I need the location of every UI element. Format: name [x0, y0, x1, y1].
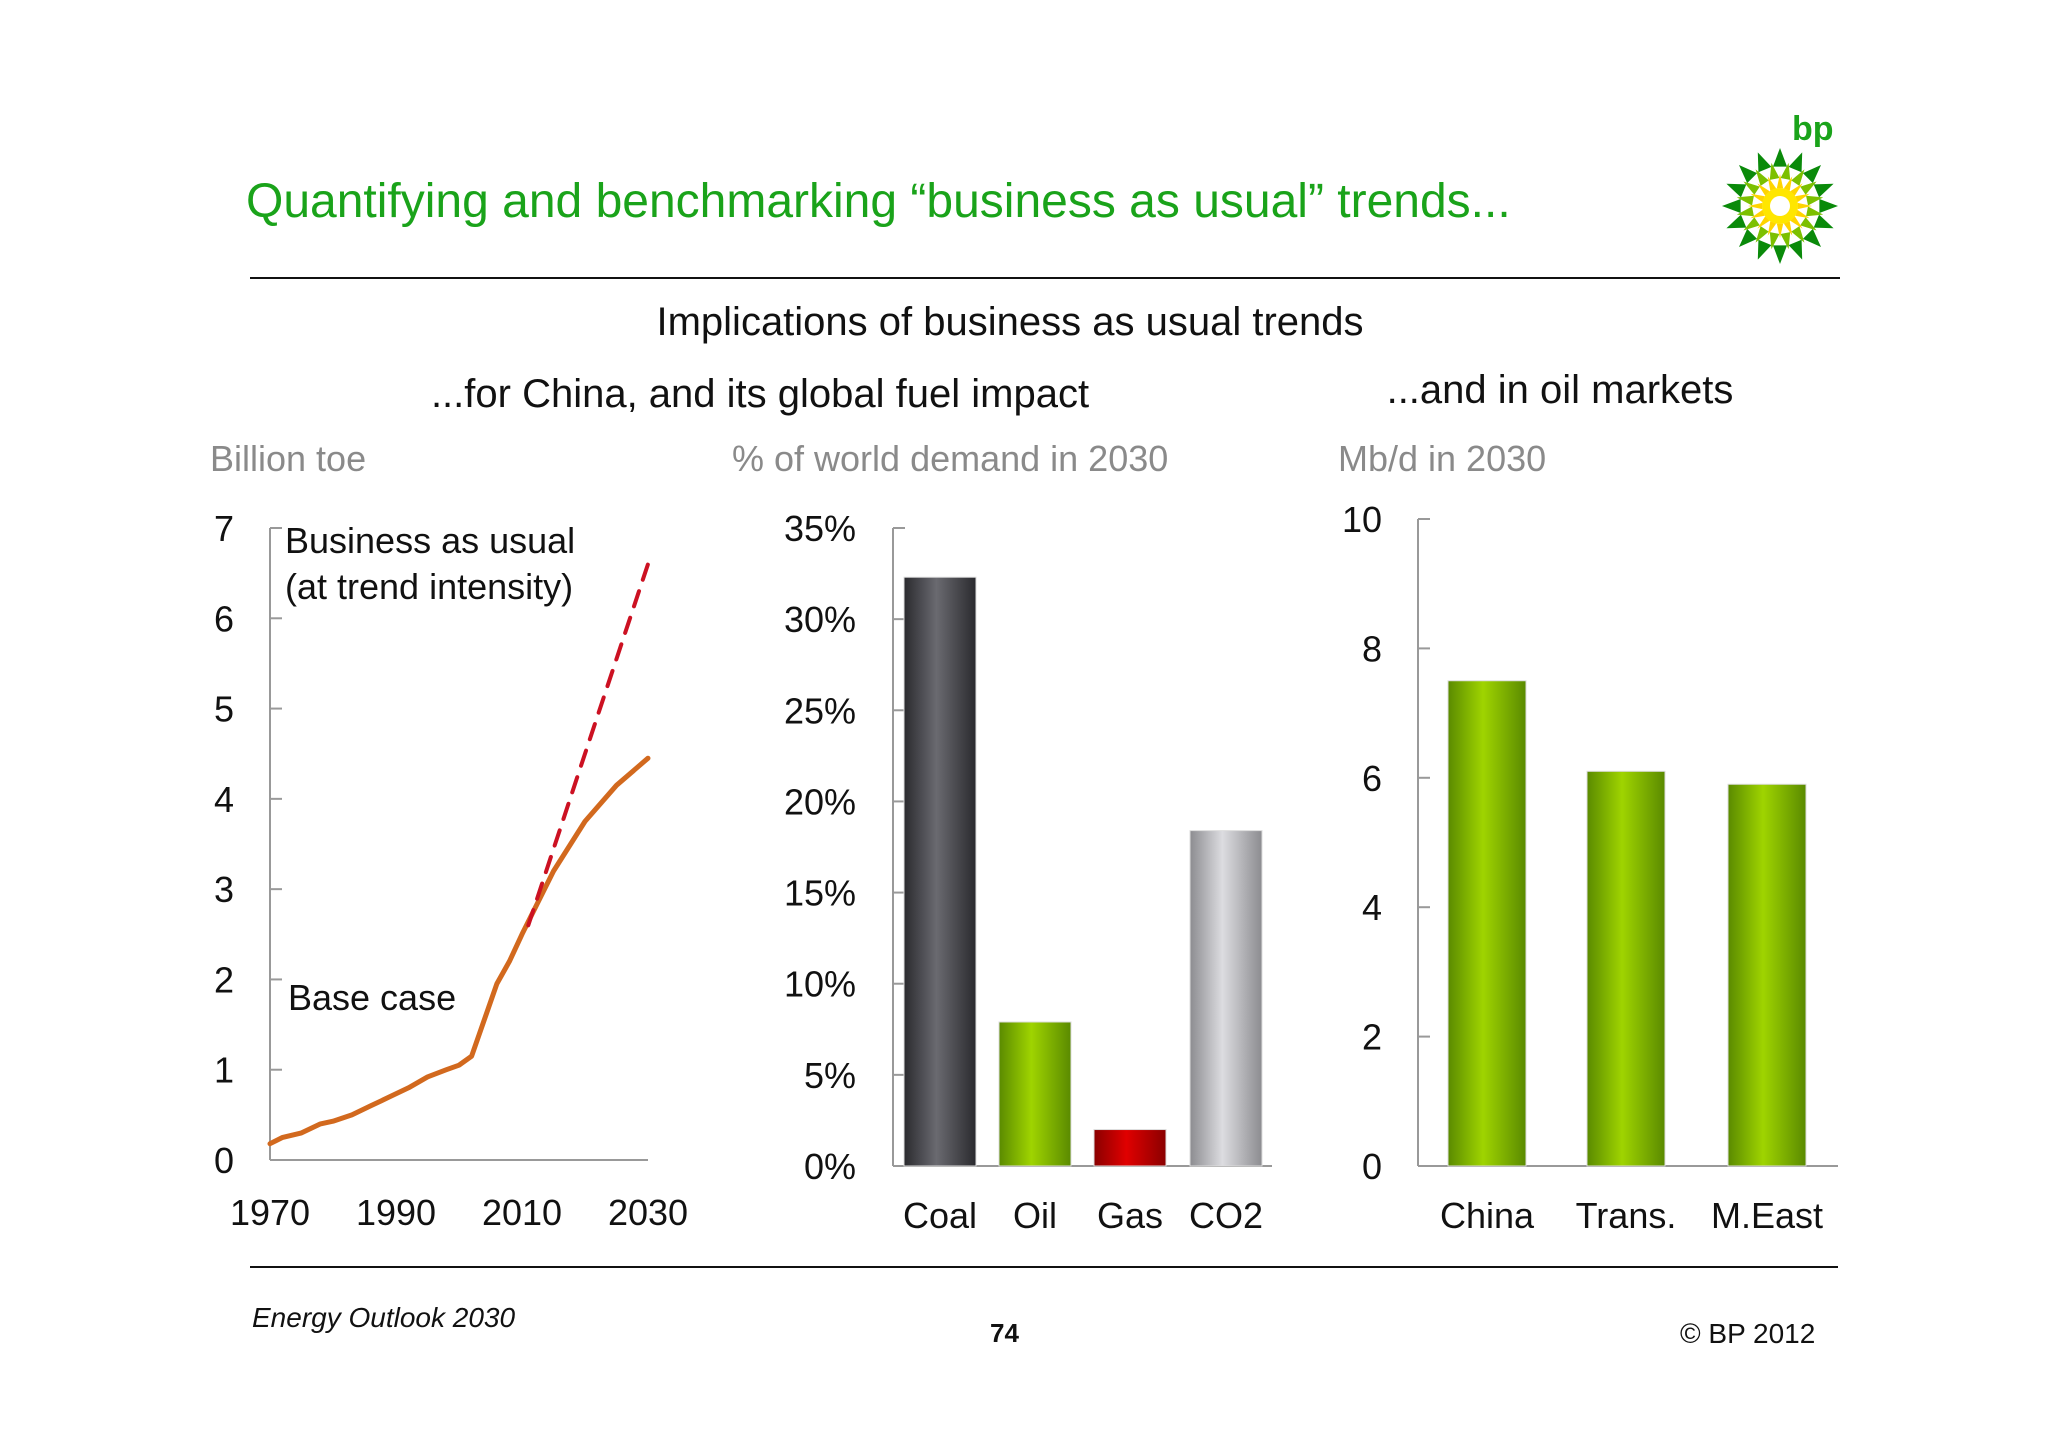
bar-coal — [903, 576, 977, 1167]
y-tick-label: 2 — [214, 959, 234, 1000]
y-tick-label: 5% — [804, 1055, 856, 1096]
y-tick-label: 6 — [1362, 758, 1382, 799]
x-tick-label: 1970 — [230, 1192, 310, 1233]
y-tick-label: 5 — [214, 689, 234, 730]
y-tick-label: 0 — [1362, 1146, 1382, 1187]
bar-gas — [1093, 1129, 1167, 1167]
copyright: © BP 2012 — [1680, 1318, 1816, 1349]
bar-oil — [998, 1021, 1072, 1167]
y-tick-label: 7 — [214, 508, 234, 549]
right-subheading: ...and in oil markets — [1386, 368, 1734, 412]
y-tick-label: 0% — [804, 1146, 856, 1187]
category-label: Trans. — [1576, 1195, 1677, 1236]
category-label: M.East — [1711, 1195, 1823, 1236]
footer-source: Energy Outlook 2030 — [252, 1302, 516, 1333]
bar-china — [1447, 680, 1527, 1167]
x-tick-label: 2030 — [608, 1192, 688, 1233]
bp-logo-text: bp — [1792, 110, 1834, 148]
y-tick-label: 25% — [784, 690, 856, 731]
y-tick-label: 2 — [1362, 1017, 1382, 1058]
bar-co2 — [1189, 830, 1263, 1167]
bottom-divider — [250, 1266, 1838, 1268]
category-label: CO2 — [1189, 1195, 1263, 1236]
category-label: Oil — [1013, 1195, 1057, 1236]
y-tick-label: 6 — [214, 598, 234, 639]
helios-icon — [1722, 148, 1838, 264]
y-tick-label: 3 — [214, 869, 234, 910]
y-tick-label: 35% — [784, 508, 856, 549]
y-tick-label: 10% — [784, 964, 856, 1005]
y-tick-label: 4 — [214, 779, 234, 820]
section-heading: Implications of business as usual trends — [656, 300, 1364, 344]
y-tick-label: 10 — [1342, 499, 1382, 540]
y-tick-label: 20% — [784, 781, 856, 822]
chart1-unit-label: Billion toe — [210, 438, 367, 479]
y-tick-label: 8 — [1362, 628, 1382, 669]
chart-china-energy: 0 1 2 3 4 5 6 7 1970 1990 2010 2030 Business as usua… — [214, 508, 688, 1233]
y-tick-label: 30% — [784, 599, 856, 640]
bar-meast — [1727, 783, 1807, 1167]
category-label: China — [1440, 1195, 1535, 1236]
chart2-unit-label: % of world demand in 2030 — [732, 438, 1169, 479]
slide-title: Quantifying and benchmarking “business a… — [246, 175, 1511, 228]
chart-oil-markets: 0 2 4 6 8 10 China Trans. M.East — [1342, 499, 1838, 1236]
chart-world-demand: 0% 5% 10% 15% 20% 25% 30% 35% Coal Oil Gas CO2 — [784, 508, 1272, 1236]
y-tick-label: 15% — [784, 873, 856, 914]
bp-logo: bp — [1720, 110, 1840, 264]
chart3-unit-label: Mb/d in 2030 — [1338, 438, 1547, 479]
page-number: 74 — [990, 1318, 1019, 1348]
x-tick-label: 2010 — [482, 1192, 562, 1233]
y-tick-label: 0 — [214, 1140, 234, 1181]
x-tick-label: 1990 — [356, 1192, 436, 1233]
category-label: Coal — [903, 1195, 977, 1236]
bar-trans — [1586, 770, 1666, 1167]
y-tick-label: 1 — [214, 1050, 234, 1091]
annotation-business-as-usual: Business as usual — [285, 520, 575, 561]
annotation-base-case: Base case — [288, 977, 456, 1018]
y-tick-label: 4 — [1362, 887, 1382, 928]
annotation-trend-intensity: (at trend intensity) — [285, 566, 573, 607]
top-divider — [250, 277, 1840, 279]
base-case-line — [267, 755, 651, 1147]
business-as-usual-line — [526, 562, 650, 928]
left-subheading: ...for China, and its global fuel impact — [430, 372, 1090, 416]
category-label: Gas — [1097, 1195, 1163, 1236]
